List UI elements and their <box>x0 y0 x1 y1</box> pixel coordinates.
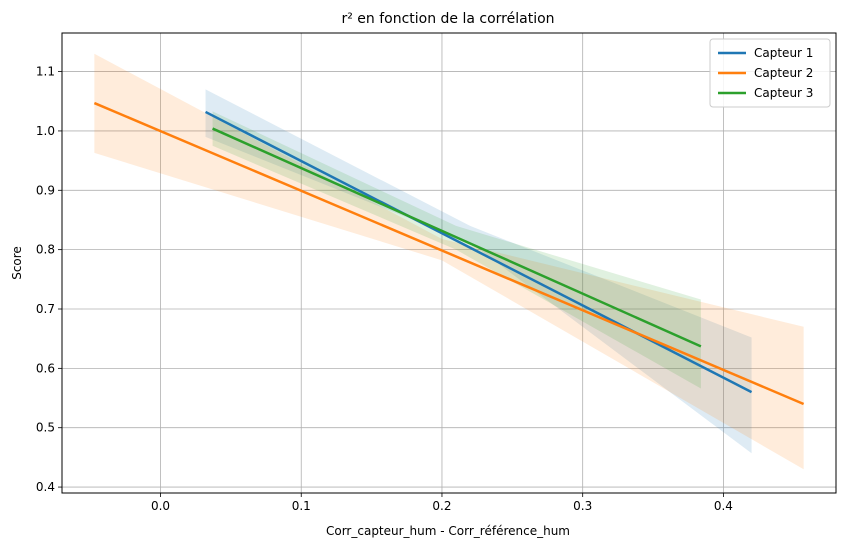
plot-area: 0.0 0.1 0.2 0.3 0.4 0.4 0.5 0.6 0.7 0.8 0.9 1.0 1.1 C… <box>36 32 837 513</box>
x-tick-label-4: 0.4 <box>714 499 733 513</box>
x-tick-label-0: 0.0 <box>151 499 170 513</box>
series-line-1 <box>204 110 753 394</box>
y-tick-label-7: 1.1 <box>36 65 55 79</box>
confidence-band-2 <box>94 53 804 470</box>
legend-label-3: Capteur 3 <box>754 86 813 100</box>
series-line-2 <box>93 101 805 406</box>
confidence-band-3 <box>212 111 701 389</box>
y-tick-label-4: 0.8 <box>36 243 55 257</box>
y-tick-label-6: 1.0 <box>36 124 55 138</box>
x-axis-label: Corr_capteur_hum - Corr_référence_hum <box>326 524 570 538</box>
chart-title: r² en fonction de la corrélation <box>341 11 554 27</box>
series-line-3 <box>212 127 702 348</box>
x-tick-label-3: 0.3 <box>573 499 592 513</box>
legend: Capteur 1 Capteur 2 Capteur 3 <box>709 38 831 108</box>
plot-frame <box>61 32 837 494</box>
legend-label-1: Capteur 1 <box>754 46 813 60</box>
x-tick-label-1: 0.1 <box>292 499 311 513</box>
x-tick-label-2: 0.2 <box>432 499 451 513</box>
y-tick-label-5: 0.9 <box>36 183 55 197</box>
y-tick-label-1: 0.5 <box>36 421 55 435</box>
confidence-band-1 <box>205 89 752 454</box>
legend-label-2: Capteur 2 <box>754 66 813 80</box>
legend-box <box>709 38 831 108</box>
y-tick-label-0: 0.4 <box>36 480 55 494</box>
y-tick-label-3: 0.7 <box>36 302 55 316</box>
y-axis-label: Score <box>10 246 24 280</box>
y-tick-label-2: 0.6 <box>36 361 55 375</box>
